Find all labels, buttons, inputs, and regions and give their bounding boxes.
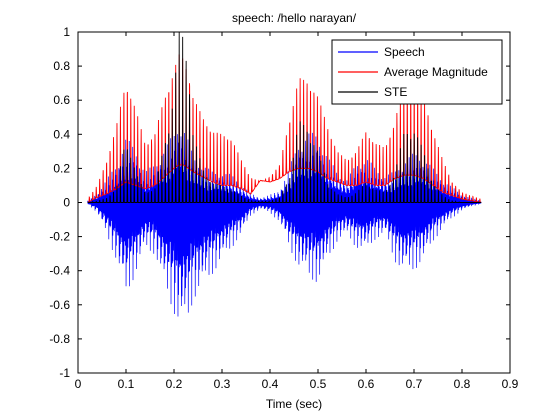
x-tick-label: 0.6 [358, 377, 375, 391]
chart-title: speech: /hello narayan/ [232, 11, 357, 25]
series-average-magnitude [87, 54, 482, 203]
series-ste [87, 32, 482, 203]
y-tick-label: 0.6 [53, 93, 70, 107]
legend-label: STE [384, 85, 407, 99]
x-tick-label: 0.9 [502, 377, 519, 391]
y-tick-label: 0.4 [53, 127, 70, 141]
y-tick-label: 0.8 [53, 59, 70, 73]
x-tick-label: 0.2 [166, 377, 183, 391]
x-axis-label: Time (sec) [266, 397, 322, 411]
x-tick-label: 0.7 [406, 377, 423, 391]
x-tick-label: 0.1 [118, 377, 135, 391]
y-axis: -1 -0.8 -0.6 -0.4 -0.2 0 0.2 0.4 0.6 0.8 1 [49, 25, 510, 380]
ste-line [87, 32, 482, 203]
y-tick-label: 0 [63, 196, 70, 210]
y-tick-label: -0.4 [49, 264, 70, 278]
x-axis: 0 0.1 0.2 0.3 0.4 0.5 0.6 0.7 0.8 0.9 [75, 32, 519, 391]
legend-label: Average Magnitude [384, 65, 488, 79]
legend: Speech Average Magnitude STE [331, 39, 503, 105]
y-tick-label: -0.2 [49, 230, 70, 244]
y-tick-label: -0.6 [49, 298, 70, 312]
y-tick-label: 0.2 [53, 161, 70, 175]
y-tick-label: 1 [63, 25, 70, 39]
x-tick-label: 0.4 [262, 377, 279, 391]
x-tick-label: 0.3 [214, 377, 231, 391]
y-tick-label: -1 [59, 366, 70, 380]
x-tick-label: 0.5 [310, 377, 327, 391]
average-magnitude-line [87, 54, 482, 203]
x-tick-label: 0 [75, 377, 82, 391]
y-tick-label: -0.8 [49, 332, 70, 346]
x-tick-label: 0.8 [454, 377, 471, 391]
legend-label: Speech [384, 45, 425, 59]
